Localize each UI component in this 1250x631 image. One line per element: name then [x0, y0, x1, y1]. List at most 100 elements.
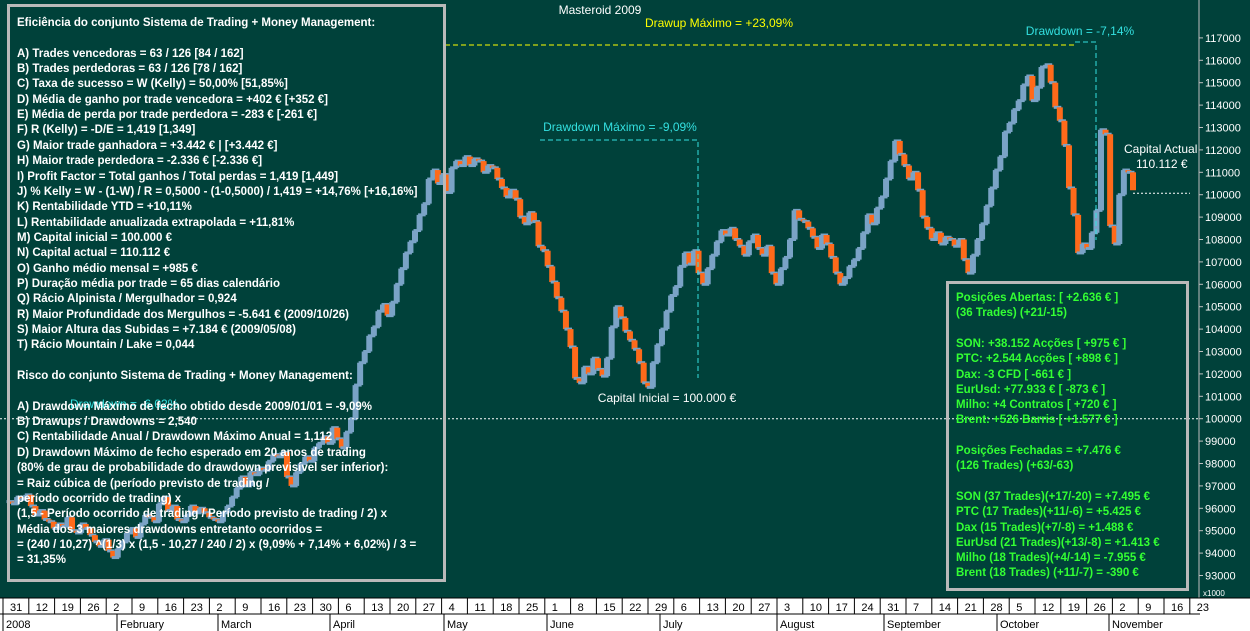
- left_panel-line: Eficiência do conjunto Sistema de Tradin…: [17, 17, 376, 29]
- left_panel-line: A) Drawdown Máximo de fecho obtido desde…: [17, 400, 373, 413]
- x-tick-label: 7: [913, 602, 919, 614]
- y-scale-label: x1000: [1203, 589, 1225, 598]
- x-tick-label: 31: [887, 602, 899, 614]
- y-tick-label: 103000: [1205, 347, 1242, 359]
- x-month-label: July: [663, 619, 683, 631]
- right_panel-line: Brent (18 Trades) (+11/-7) = -390 €: [956, 567, 1139, 580]
- left_panel-line: C) Taxa de sucesso = W (Kelly) = 50,00% …: [17, 78, 288, 91]
- x-tick-label: 18: [500, 602, 512, 614]
- x-tick-label: 20: [732, 602, 744, 614]
- y-tick-label: 98000: [1205, 459, 1236, 471]
- efficiency-risk-panel: Eficiência do conjunto Sistema de Tradin…: [7, 4, 446, 582]
- x-tick-label: 2: [216, 602, 222, 614]
- right_panel-line: SON: +38.152 Acções [ +975 € ]: [956, 337, 1127, 350]
- x-month-label: November: [1112, 619, 1163, 631]
- x-month-label: September: [887, 619, 941, 631]
- left_panel-line: B) Trades perdedoras = 63 / 126 [78 / 16…: [17, 63, 243, 76]
- drawdown-left-label: Drawdown = -6,02%: [70, 397, 179, 411]
- x-tick-label: 21: [965, 602, 977, 614]
- left_panel-line: T) Rácio Mountain / Lake = 0,044: [17, 339, 195, 352]
- x-month-label: April: [333, 619, 355, 631]
- x-tick-label: 10: [810, 602, 822, 614]
- left_panel-line: D) Drawdown Máximo de fecho esperado em …: [17, 446, 366, 459]
- y-tick-label: 95000: [1205, 526, 1236, 538]
- left_panel-line: Risco do conjunto Sistema de Trading + M…: [17, 370, 353, 383]
- x-tick-label: 25: [526, 602, 538, 614]
- x-month-label: June: [550, 619, 574, 631]
- x-month-label: August: [780, 619, 814, 631]
- left_panel-line: N) Capital actual = 110.112 €: [17, 247, 171, 260]
- left_panel-line: M) Capital inicial = 100.000 €: [17, 231, 173, 244]
- left_panel-line: H) Maior trade perdedora = -2.336 € [-2.…: [17, 155, 263, 168]
- right_panel-line: Posições Fechadas = +7.476 €: [956, 445, 1121, 457]
- right_panel-line: (126 Trades) (+63/-63): [956, 460, 1074, 473]
- left_panel-line: K) Rentabilidade YTD = +10,11%: [17, 201, 192, 214]
- y-tick-label: 104000: [1205, 324, 1242, 336]
- drawdown-current-bracket: [1075, 41, 1097, 240]
- y-tick-label: 111000: [1205, 167, 1240, 179]
- x-tick-label: 19: [62, 602, 74, 614]
- capital-actual-value: 110.112 €: [1136, 157, 1188, 171]
- x-tick-label: 31: [10, 602, 22, 614]
- left_panel-line: G) Maior trade ganhadora = +3.442 € | [+…: [17, 139, 278, 152]
- left_panel-line: período ocorrido de trading) x: [17, 492, 182, 505]
- x-tick-label: 16: [1171, 602, 1183, 614]
- y-tick-label: 114000: [1205, 100, 1241, 112]
- y-tick-label: 93000: [1205, 571, 1236, 583]
- right_panel-line: Posições Abertas: [ +2.636 € ]: [956, 292, 1119, 304]
- right_panel-line: PTC (17 Trades)(+11/-6) = +5.425 €: [956, 506, 1142, 519]
- left_panel-line: B) Drawups / Drawdowns = 2,540: [17, 416, 197, 429]
- x-tick-label: 11: [474, 602, 485, 614]
- left_panel-line: J) % Kelly = W - (1-W) / R = 0,5000 - (1…: [17, 185, 418, 198]
- chart-title: Masteroid 2009: [559, 3, 642, 17]
- right_panel-line: EurUsd: +77.933 € [ -873 € ]: [956, 383, 1106, 396]
- x-tick-label: 14: [939, 602, 951, 614]
- x-tick-label: 9: [242, 602, 248, 614]
- x-tick-label: 27: [423, 602, 435, 614]
- left_panel-line: D) Média de ganho por trade vencedora = …: [17, 93, 328, 106]
- x-tick-label: 22: [629, 602, 641, 614]
- right_panel-line: SON (37 Trades)(+17/-20) = +7.495 €: [956, 490, 1151, 503]
- left_panel-line: A) Trades vencedoras = 63 / 126 [84 / 16…: [17, 47, 244, 60]
- x-tick-label: 2: [113, 602, 119, 614]
- y-tick-label: 108000: [1205, 235, 1242, 247]
- x-tick-label: 24: [861, 602, 873, 614]
- x-tick-label: 6: [345, 602, 351, 614]
- right_panel-line: EurUsd (21 Trades)(+13/-8) = +1.413 €: [956, 536, 1160, 549]
- x-tick-label: 17: [836, 602, 848, 614]
- x-month-label: March: [221, 619, 252, 631]
- capital-initial-label: Capital Inicial = 100.000 €: [598, 391, 737, 405]
- y-tick-label: 117000: [1205, 33, 1241, 45]
- y-tick-label: 112000: [1205, 145, 1241, 157]
- x-tick-label: 9: [1145, 602, 1151, 614]
- y-tick-label: 107000: [1205, 257, 1242, 269]
- right_panel-line: PTC: +2.544 Acções [ +898 € ]: [956, 353, 1118, 366]
- x-tick-label: 28: [990, 602, 1002, 614]
- y-tick-label: 97000: [1205, 481, 1236, 493]
- y-tick-label: 115000: [1205, 78, 1241, 90]
- x-tick-label: 23: [294, 602, 306, 614]
- right_panel-line: Dax (15 Trades)(+7/-8) = +1.488 €: [956, 521, 1134, 534]
- y-tick-label: 96000: [1205, 503, 1236, 515]
- x-tick-label: 12: [36, 602, 48, 614]
- left_panel-line: I) Profit Factor = Total ganhos / Total …: [17, 170, 339, 183]
- left_panel-line: (1,5 - Período ocorrido de trading / Per…: [17, 508, 387, 521]
- capital-actual-label: Capital Actual: [1124, 142, 1197, 156]
- y-tick-label: 102000: [1205, 369, 1242, 381]
- x-tick-label: 16: [165, 602, 177, 614]
- x-tick-label: 5: [1016, 602, 1022, 614]
- x-tick-label: 23: [1197, 602, 1209, 614]
- y-tick-label: 106000: [1205, 279, 1242, 291]
- drawup-label: Drawup Máximo = +23,09%: [645, 16, 793, 30]
- x-month-label: 2008: [6, 619, 30, 631]
- right_panel-line: Milho (18 Trades)(+4/-14) = -7.955 €: [956, 552, 1146, 565]
- x-tick-label: 1: [552, 602, 558, 614]
- left_panel-line: (80% de grau de probabilidade do drawdow…: [17, 462, 389, 475]
- x-tick-label: 13: [707, 602, 719, 614]
- x-tick-label: 27: [758, 602, 770, 614]
- left_panel-line: F) R (Kelly) = -D/E = 1,419 [1,349]: [17, 124, 196, 137]
- left_panel-line: Média dos 3 maiores drawdowns entretanto…: [17, 523, 323, 536]
- x-tick-label: 19: [1068, 602, 1080, 614]
- left_panel-line: = Raiz cúbica de (período previsto de tr…: [17, 477, 270, 490]
